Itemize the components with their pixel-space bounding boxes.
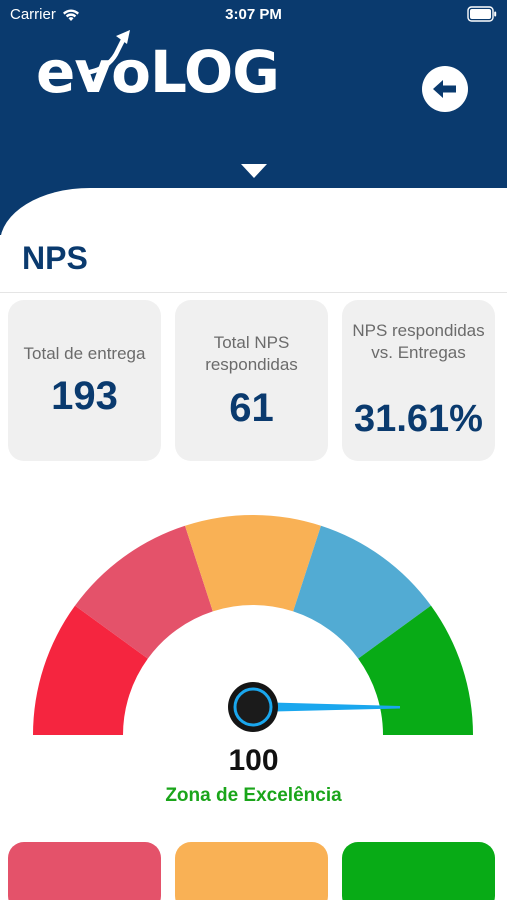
gauge-segment <box>358 605 473 735</box>
nps-score: 100 <box>228 744 279 777</box>
status-time: 3:07 PM <box>225 6 282 23</box>
logo-wordmark: evoLOG <box>36 38 280 106</box>
stat-label: Total de entrega <box>23 344 146 363</box>
evolog-logo: evoLOG <box>36 28 306 108</box>
carrier-indicator: Carrier <box>10 6 80 23</box>
back-button[interactable] <box>422 66 468 112</box>
gauge-segment <box>75 525 213 659</box>
gauge-hub-ring <box>233 687 273 727</box>
stat-value: 31.61% <box>354 398 483 440</box>
page-title: NPS <box>22 240 88 276</box>
wifi-icon <box>62 8 79 21</box>
stat-card-nps-responded: Total NPS respondidas 61 <box>175 300 328 461</box>
logo-arrow-icon <box>87 30 130 75</box>
zone-card-orange: 0 <box>175 842 328 900</box>
arrow-left-icon <box>433 80 456 98</box>
gauge-needle <box>253 702 400 712</box>
stat-label: NPS respondidas vs. Entregas <box>352 321 485 362</box>
zone-card-red: 0 <box>8 842 161 900</box>
battery-icon <box>467 6 497 22</box>
status-bar: Carrier 3:07 PM <box>0 0 507 32</box>
stat-card-total-deliveries: Total de entrega 193 <box>8 300 161 461</box>
gauge-segment <box>33 605 148 735</box>
stat-value: 61 <box>229 386 274 430</box>
stat-label: Total NPS respondidas <box>205 333 298 374</box>
carrier-label: Carrier <box>10 6 56 23</box>
stat-card-nps-vs-deliveries: NPS respondidas vs. Entregas 31.61% <box>342 300 495 461</box>
divider <box>0 292 507 293</box>
stat-value: 193 <box>51 374 118 418</box>
nps-gauge <box>33 515 473 735</box>
nps-zone-label: Zona de Excelência <box>165 785 342 806</box>
gauge-segment <box>185 515 321 612</box>
gauge-segment <box>293 525 431 659</box>
chevron-down-icon[interactable] <box>241 164 267 178</box>
zone-card-green: 61 <box>342 842 495 900</box>
